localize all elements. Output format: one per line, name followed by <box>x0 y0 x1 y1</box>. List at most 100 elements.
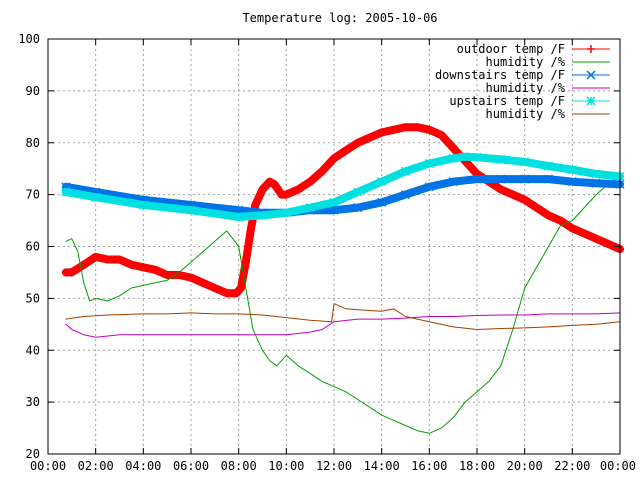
data-point <box>460 152 470 162</box>
data-point <box>241 258 250 267</box>
data-point <box>251 201 260 209</box>
x-tick-label: 00:00 <box>30 459 66 473</box>
chart-title: Temperature log: 2005-10-06 <box>242 11 437 25</box>
data-point <box>103 255 112 264</box>
y-tick-label: 40 <box>26 343 40 357</box>
data-point <box>496 154 506 164</box>
data-point <box>413 123 422 132</box>
series-2 <box>61 174 625 218</box>
data-point <box>61 187 71 197</box>
data-point <box>198 278 207 287</box>
data-point <box>353 187 363 197</box>
y-tick-label: 30 <box>26 395 40 409</box>
data-point <box>365 133 374 142</box>
data-point <box>318 167 327 176</box>
data-point <box>567 165 577 175</box>
y-tick-label: 60 <box>26 240 40 254</box>
series-4 <box>61 152 625 222</box>
legend-label: upstairs temp /F <box>449 94 565 108</box>
x-tick-label: 08:00 <box>221 459 257 473</box>
series-line <box>61 152 624 221</box>
x-tick-label: 04:00 <box>125 459 161 473</box>
data-point <box>163 271 172 280</box>
legend-label: humidity /% <box>486 107 566 121</box>
data-point <box>127 260 136 269</box>
data-point <box>265 177 274 186</box>
data-point <box>508 190 517 199</box>
data-point <box>520 195 529 204</box>
series-layer <box>61 123 625 434</box>
data-point <box>329 205 339 215</box>
data-point <box>520 157 530 167</box>
data-point <box>400 190 411 200</box>
data-point <box>270 180 279 189</box>
data-point <box>257 210 268 220</box>
data-point <box>568 224 577 233</box>
data-point <box>377 177 387 187</box>
legend-label: humidity /% <box>486 81 566 95</box>
data-point <box>437 130 446 139</box>
x-tick-label: 06:00 <box>173 459 209 473</box>
data-point <box>294 185 303 194</box>
data-point <box>472 174 482 184</box>
axes: 20 30 40 50 60 70 80 90 100 00:00 02:00 04:00 06:00 0… <box>18 32 636 473</box>
data-point <box>496 174 506 184</box>
data-point <box>79 260 88 269</box>
data-point <box>449 143 458 152</box>
legend-marker <box>587 45 595 53</box>
data-point <box>246 226 255 235</box>
x-tick-label: 16:00 <box>411 459 447 473</box>
series-line <box>65 312 621 338</box>
x-tick-label: 00:00 <box>600 459 636 473</box>
series-line <box>65 303 621 330</box>
data-point <box>472 152 482 162</box>
data-point <box>139 263 148 272</box>
data-point <box>389 125 398 134</box>
data-point <box>186 205 196 215</box>
grid <box>48 39 620 454</box>
data-point <box>91 252 100 261</box>
data-point <box>234 212 244 222</box>
y-tick-label: 50 <box>26 291 40 305</box>
series-3 <box>65 312 621 338</box>
legend-label: humidity /% <box>486 55 566 69</box>
data-point <box>424 182 434 192</box>
data-point <box>425 125 434 134</box>
x-tick-label: 20:00 <box>507 459 543 473</box>
data-point <box>91 192 101 202</box>
data-point <box>448 177 458 187</box>
data-point <box>138 200 148 210</box>
data-point <box>591 178 601 188</box>
x-tick-label: 14:00 <box>364 459 400 473</box>
series-1 <box>65 173 621 434</box>
data-point <box>281 208 291 218</box>
data-point <box>400 166 411 176</box>
legend-label: downstairs temp /F <box>435 68 565 82</box>
data-point <box>353 138 362 147</box>
data-point <box>556 216 565 225</box>
series-5 <box>65 303 621 330</box>
data-point <box>330 154 338 163</box>
y-tick-label: 70 <box>26 188 40 202</box>
data-point <box>210 284 219 292</box>
data-point <box>353 203 363 213</box>
data-point <box>604 239 613 248</box>
data-point <box>377 128 386 137</box>
series-0 <box>61 123 624 298</box>
legend-marker <box>586 96 596 106</box>
data-point <box>67 268 76 277</box>
y-tick-label: 80 <box>26 136 40 150</box>
x-tick-label: 02:00 <box>78 459 114 473</box>
data-point <box>592 234 601 243</box>
data-point <box>237 284 246 292</box>
data-point <box>222 289 231 298</box>
data-point <box>329 197 339 207</box>
data-point <box>282 190 291 199</box>
data-point <box>532 203 541 212</box>
data-point <box>306 177 315 186</box>
y-tick-label: 20 <box>26 447 40 461</box>
data-point <box>580 229 589 238</box>
legend-marker <box>586 70 596 80</box>
data-point <box>424 158 434 169</box>
